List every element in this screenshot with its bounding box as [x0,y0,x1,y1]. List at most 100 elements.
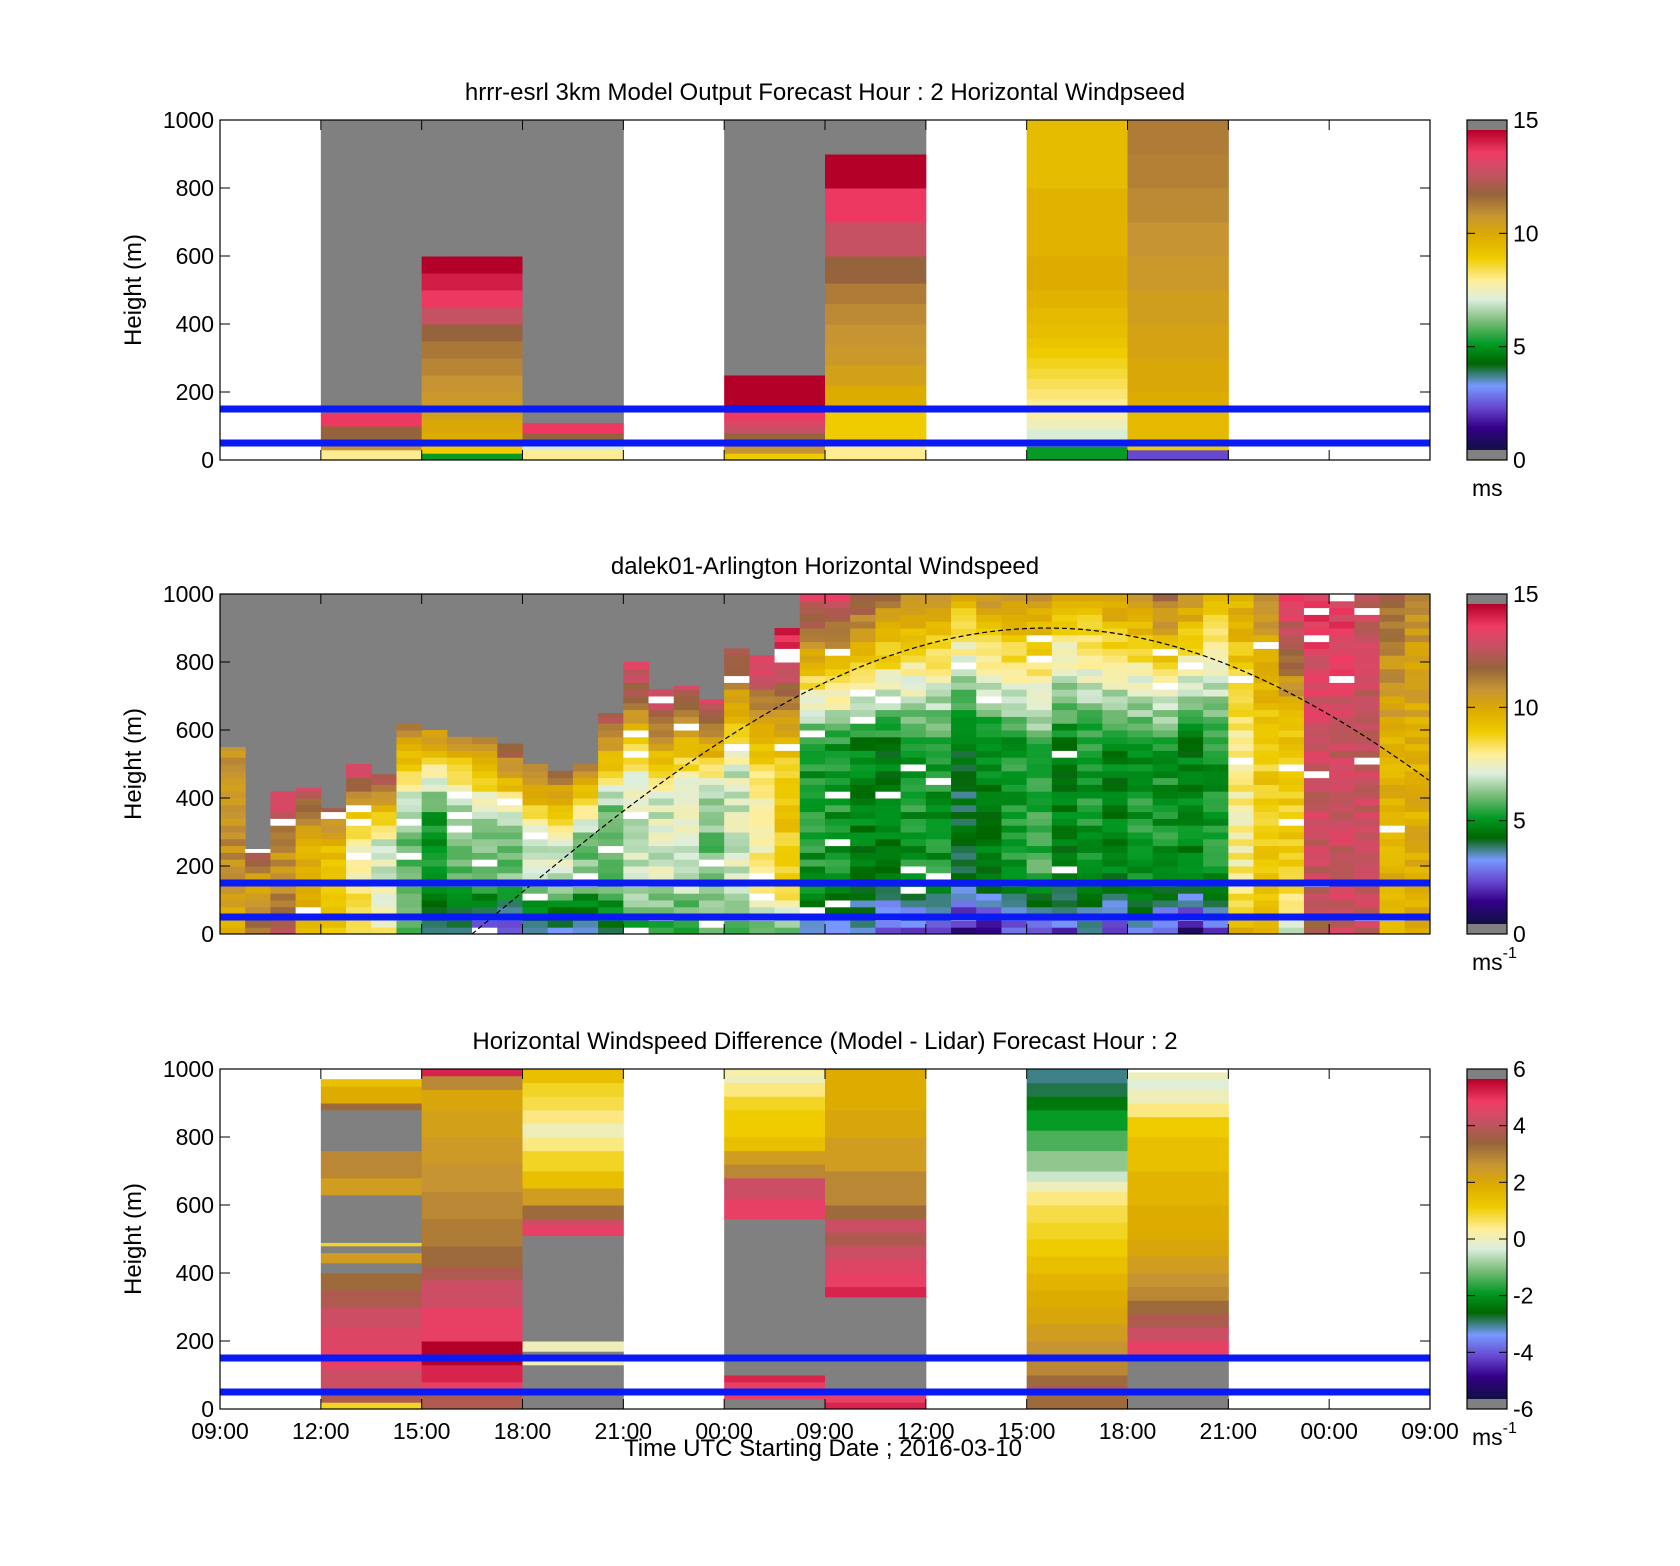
heatmap-cell [1228,784,1255,792]
heatmap-cell [976,791,1002,799]
heatmap-cell [1228,852,1255,860]
heatmap-cell [724,702,750,711]
heatmap-cell [951,641,977,649]
heatmap-cell [648,825,675,833]
heatmap-cell [774,764,801,772]
heatmap-cell [1026,791,1053,799]
heatmap-cell [724,1375,826,1383]
heatmap-cell [1253,866,1280,874]
heatmap-cell [1077,628,1103,636]
heatmap-cell [1051,702,1078,711]
heatmap-cell [1228,838,1255,847]
heatmap-cell [1102,614,1128,622]
heatmap-cell [1278,730,1305,738]
heatmap-cell [1253,689,1280,697]
heatmap-cell [976,927,1002,934]
colorbar-tick-label: 15 [1513,581,1539,607]
heatmap-cell [1253,702,1280,711]
heatmap-cell [749,662,776,670]
heatmap-cell [1127,358,1229,393]
heatmap-cell [598,730,624,738]
heatmap-cell [1077,804,1103,813]
heatmap-cell [295,859,322,867]
heatmap-cell [925,757,952,765]
heatmap-cell [1026,668,1053,677]
heatmap-cell [825,838,851,847]
heatmap-cell [396,770,423,779]
heatmap-cell [1379,798,1406,806]
heatmap-cell [497,811,523,819]
heatmap-cell [900,920,927,928]
heatmap-cell [1303,716,1330,724]
heatmap-cell [421,1089,523,1111]
heatmap-cell [925,859,952,867]
heatmap-cell [1127,668,1154,677]
heatmap-cell [1026,825,1053,833]
heatmap-cell [951,730,977,738]
heatmap-cell [396,845,423,853]
heatmap-cell [598,872,624,881]
heatmap-cell [900,621,927,629]
heatmap-cell [1203,628,1229,636]
heatmap-cell [320,832,347,840]
heatmap-cell [623,811,650,819]
heatmap-cell [850,845,876,853]
heatmap-cell [875,730,902,738]
heatmap-cell [421,1245,523,1267]
panel-model: hrrr-esrl 3km Model Output Forecast Hour… [120,79,1539,501]
heatmap-cell [724,811,750,819]
heatmap-cell [875,750,902,758]
heatmap-cell [1278,641,1305,649]
heatmap-cell [1303,777,1330,785]
y-tick-label: 0 [201,447,214,473]
heatmap-cell [648,920,675,928]
heatmap-cell [472,852,498,860]
heatmap-cell [724,412,826,420]
heatmap-cell [598,811,624,819]
heatmap-cell [951,634,977,643]
heatmap-cell [925,723,952,731]
heatmap-cell [1354,682,1381,690]
heatmap-cell [1051,614,1078,622]
heatmap-cell [1379,641,1406,649]
heatmap-cell [320,825,347,833]
heatmap-cell [1051,927,1078,934]
heatmap-cell [421,730,448,738]
heatmap-cell [1203,736,1229,745]
heatmap-cell [346,866,372,874]
heatmap-cell [1203,648,1229,656]
heatmap-cell [825,283,927,305]
heatmap-cell [295,927,322,934]
heatmap-cell [522,886,549,894]
heatmap-cell [572,859,599,867]
heatmap-cell [1203,634,1229,643]
heatmap-cell [421,1395,523,1409]
heatmap-cell [1354,628,1381,636]
heatmap-cell [1303,696,1330,704]
heatmap-cell [1102,709,1128,717]
heatmap-cell [951,886,977,894]
heatmap-cell [951,668,977,677]
heatmap-cell [850,832,876,840]
heatmap-cell [1354,655,1381,663]
heatmap-cell [547,859,574,867]
heatmap-cell [295,886,322,894]
heatmap-cell [396,750,423,758]
heatmap-cell [421,852,448,860]
heatmap-cell [724,920,750,928]
heatmap-cell [875,655,902,663]
heatmap-cell [1152,689,1179,697]
heatmap-cell [371,927,397,934]
heatmap-cell [724,709,750,717]
heatmap-cell [925,866,952,874]
heatmap-cell [1354,791,1381,799]
heatmap-cell [825,256,927,284]
heatmap-cell [1253,730,1280,738]
heatmap-cell [749,811,776,819]
heatmap-cell [1329,845,1355,853]
x-tick-label: 09:00 [796,1418,854,1444]
heatmap-cell [623,757,650,765]
heatmap-cell [522,422,624,434]
heatmap-cell [1228,764,1255,772]
heatmap-cell [724,446,826,454]
